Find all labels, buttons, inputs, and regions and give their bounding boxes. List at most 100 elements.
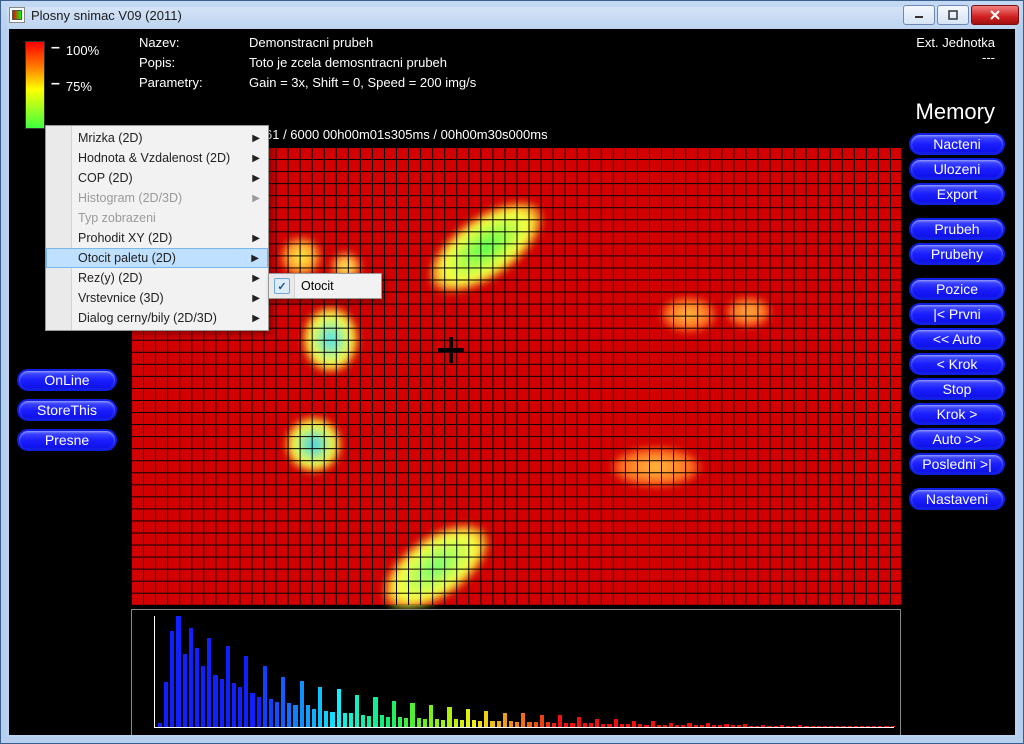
histogram-bar — [724, 724, 728, 727]
scale-100: 100% — [66, 43, 99, 58]
histogram-bar — [306, 705, 310, 727]
histogram-bar — [287, 703, 291, 727]
context-item-typ-zobrazeni: Typ zobrazeni — [46, 208, 268, 228]
right-button-nacteni[interactable]: Nacteni — [909, 133, 1005, 155]
param-label: Parametry: — [139, 73, 249, 93]
histogram-bar — [534, 722, 538, 727]
histogram-bar — [743, 724, 747, 727]
app-icon — [9, 7, 25, 23]
right-button-panel: Nacteni Ulozeni Export Prubeh Prubehy Pozice |… — [909, 133, 1005, 513]
histogram-bar — [878, 726, 882, 727]
param-value: Gain = 3x, Shift = 0, Speed = 200 img/s — [249, 73, 476, 93]
histogram-bar — [626, 724, 630, 727]
histogram-bar — [324, 711, 328, 727]
histogram-bar — [700, 725, 704, 727]
color-scale: –100% –75% — [25, 41, 99, 129]
histogram-bar — [589, 723, 593, 727]
context-item-dialog-cerny-bily-2d-3d-[interactable]: Dialog cerny/bily (2D/3D)▶ — [46, 308, 268, 328]
context-item-vrstevnice-3d-[interactable]: Vrstevnice (3D)▶ — [46, 288, 268, 308]
desc-value: Toto je zcela demosntracni prubeh — [249, 53, 447, 73]
context-item-mrizka-2d-[interactable]: Mrizka (2D) ▶ — [46, 128, 268, 148]
histogram-bar — [694, 725, 698, 727]
histogram-bar — [429, 705, 433, 727]
histogram-bar — [404, 718, 408, 727]
context-item-label: Prohodit XY (2D) — [78, 231, 172, 245]
right-button-krok-[interactable]: Krok > — [909, 403, 1005, 425]
histogram-bar — [176, 616, 180, 727]
histogram-bar — [755, 726, 759, 727]
memory-title: Memory — [916, 99, 995, 125]
right-button-posledni-[interactable]: Posledni >| — [909, 453, 1005, 475]
histogram-bar — [798, 725, 802, 727]
histogram-bar — [183, 654, 187, 727]
histogram-bar — [595, 719, 599, 727]
histogram-bar — [472, 720, 476, 727]
histogram-bar — [417, 718, 421, 727]
histogram-bar — [706, 723, 710, 727]
histogram-bar — [558, 715, 562, 727]
histogram-bar — [546, 722, 550, 727]
ext-unit-value: --- — [916, 50, 995, 65]
context-item-label: Typ zobrazeni — [78, 211, 156, 225]
histogram-bar — [577, 717, 581, 727]
right-button--prvni[interactable]: |< Prvni — [909, 303, 1005, 325]
right-button-nastaveni[interactable]: Nastaveni — [909, 488, 1005, 510]
submenu-item-label: Otocit — [301, 279, 334, 293]
context-item-label: Hodnota & Vzdalenost (2D) — [78, 151, 230, 165]
histogram-bar — [441, 720, 445, 727]
app-window: Plosny snimac V09 (2011) –100% –75% Naze… — [0, 0, 1024, 744]
histogram-bar — [312, 709, 316, 727]
histogram-bar — [232, 683, 236, 727]
color-scale-gradient — [25, 41, 45, 129]
window-title: Plosny snimac V09 (2011) — [31, 8, 182, 23]
client-area: –100% –75% Nazev:Demonstracni prubeh Pop… — [9, 29, 1015, 735]
context-item-label: Rez(y) (2D) — [78, 271, 143, 285]
context-item-otocit-paletu-2d-[interactable]: Otocit paletu (2D)▶ — [46, 248, 268, 268]
histogram-bar — [398, 717, 402, 727]
context-item-hodnota-vzdalenost-2d-[interactable]: Hodnota & Vzdalenost (2D)▶ — [46, 148, 268, 168]
context-item-prohodit-xy-2d-[interactable]: Prohodit XY (2D) ▶ — [46, 228, 268, 248]
context-item-label: Mrizka (2D) — [78, 131, 143, 145]
context-item-rez-y-2d-[interactable]: Rez(y) (2D)▶ — [46, 268, 268, 288]
right-button-auto-[interactable]: Auto >> — [909, 428, 1005, 450]
histogram-bar — [644, 725, 648, 727]
context-item-cop-2d-[interactable]: COP (2D)▶ — [46, 168, 268, 188]
histogram-bar — [767, 726, 771, 727]
histogram-bar — [386, 717, 390, 727]
histogram-bar — [607, 724, 611, 727]
chevron-right-icon: ▶ — [252, 313, 260, 324]
right-button-prubehy[interactable]: Prubehy — [909, 243, 1005, 265]
left-button-online[interactable]: OnLine — [17, 369, 117, 391]
histogram-bar — [601, 724, 605, 727]
left-button-storethis[interactable]: StoreThis — [17, 399, 117, 421]
histogram-bar — [478, 721, 482, 727]
right-button--krok[interactable]: < Krok — [909, 353, 1005, 375]
left-button-presne[interactable]: Presne — [17, 429, 117, 451]
submenu-item-otocit[interactable]: ✓ Otocit — [269, 276, 381, 296]
context-item-label: COP (2D) — [78, 171, 133, 185]
histogram-bar — [638, 724, 642, 727]
histogram-bar — [681, 725, 685, 727]
maximize-button[interactable] — [937, 5, 969, 25]
histogram-bar — [583, 723, 587, 727]
scale-75: 75% — [66, 79, 92, 94]
close-button[interactable] — [971, 5, 1019, 25]
right-button-prubeh[interactable]: Prubeh — [909, 218, 1005, 240]
right-button-export[interactable]: Export — [909, 183, 1005, 205]
histogram-bar — [657, 725, 661, 727]
chevron-right-icon: ▶ — [252, 133, 260, 144]
histogram-bar — [195, 648, 199, 727]
right-button-pozice[interactable]: Pozice — [909, 278, 1005, 300]
histogram-bar — [490, 721, 494, 727]
histogram-bar — [620, 724, 624, 727]
chevron-right-icon: ▶ — [251, 253, 259, 264]
right-button-stop[interactable]: Stop — [909, 378, 1005, 400]
right-button-ulozeni[interactable]: Ulozeni — [909, 158, 1005, 180]
histogram-bar — [854, 726, 858, 727]
right-button--auto[interactable]: << Auto — [909, 328, 1005, 350]
minimize-button[interactable] — [903, 5, 935, 25]
histogram-bar — [361, 715, 365, 727]
chevron-right-icon: ▶ — [252, 233, 260, 244]
histogram-bar — [823, 726, 827, 727]
titlebar[interactable]: Plosny snimac V09 (2011) — [1, 1, 1023, 29]
